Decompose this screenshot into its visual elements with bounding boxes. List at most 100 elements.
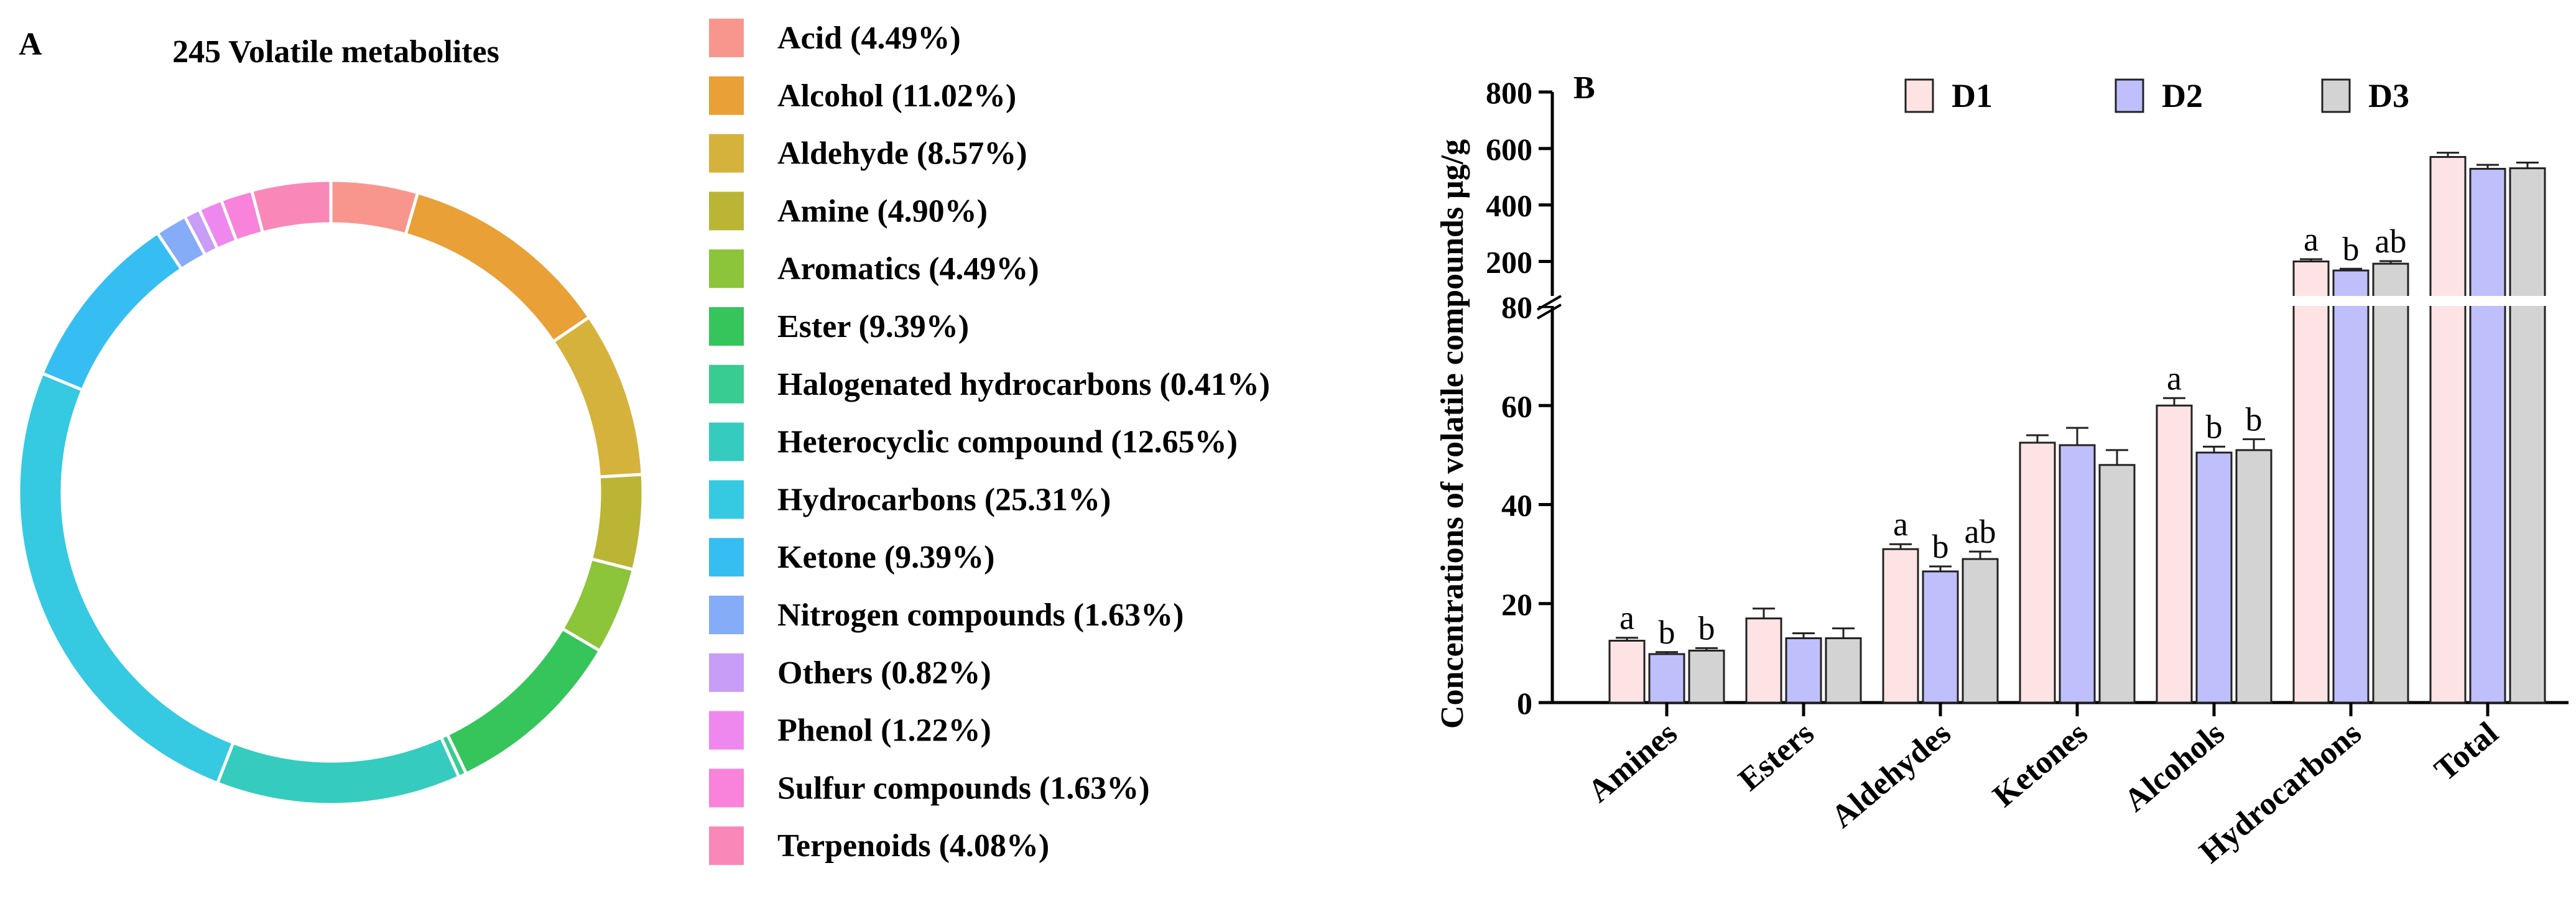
- legend-label: Hydrocarbons (25.31%): [777, 482, 1111, 517]
- x-tick-label: Esters: [1732, 716, 1821, 798]
- legend-swatch: [709, 249, 744, 289]
- legend-label: Ester (9.39%): [777, 309, 969, 344]
- bar: [2429, 155, 2467, 704]
- bar: [2509, 167, 2546, 704]
- legend-label: Nitrogen compounds (1.63%): [777, 598, 1184, 633]
- donut-slice: [249, 178, 333, 235]
- significance-letter: b: [1659, 614, 1675, 651]
- legend-swatch: [709, 307, 744, 346]
- legend-swatch: [709, 134, 744, 173]
- axis-break-band: [1534, 296, 2575, 306]
- panel-b: B Concentrations of volatile compounds μ…: [1435, 70, 2575, 870]
- bar: [1882, 548, 1919, 704]
- axis-break-mark: [1536, 295, 1562, 311]
- panel-a-label: A: [19, 27, 42, 62]
- legend-label: Phenol (1.22%): [777, 713, 991, 749]
- y-tick-label: 20: [1501, 587, 1532, 622]
- panel-b-label: B: [1573, 70, 1595, 106]
- legend-label: Halogenated hydrocarbons (0.41%): [777, 367, 1270, 402]
- x-tick-label: Aldehydes: [1825, 716, 1958, 835]
- significance-letter: ab: [2375, 223, 2407, 260]
- legend-swatch: [2115, 78, 2144, 113]
- donut-slice: [404, 190, 591, 344]
- bar: [2372, 262, 2409, 704]
- bar: [2098, 464, 2136, 704]
- bar: [2019, 441, 2056, 704]
- x-tick-label: Amines: [1582, 716, 1684, 810]
- x-tick-label: Alcohols: [2118, 716, 2231, 819]
- legend-swatch: [709, 653, 744, 692]
- legend-swatch: [709, 192, 744, 231]
- donut-legend: Acid (4.49%) Alcohol (11.02%) Aldehyde (8.…: [709, 19, 1270, 866]
- bar: [1608, 639, 1646, 704]
- significance-letter: a: [1893, 505, 1908, 543]
- x-tick-label: Ketones: [1986, 716, 2095, 815]
- significance-letter: b: [1932, 528, 1949, 565]
- legend-label: Alcohol (11.02%): [777, 78, 1016, 114]
- donut-slice: [329, 178, 420, 237]
- significance-letter: b: [2206, 408, 2223, 445]
- significance-letter: b: [2343, 230, 2360, 267]
- legend-label: Amine (4.90%): [777, 193, 988, 229]
- legend-swatch: [709, 480, 744, 519]
- legend-label: D3: [2368, 77, 2409, 114]
- legend-swatch: [709, 422, 744, 461]
- legend-label: Aldehyde (8.57%): [777, 136, 1027, 172]
- y-tick-label: 200: [1486, 245, 1532, 280]
- y-tick-label: 80: [1501, 290, 1532, 325]
- significance-letter: b: [1698, 609, 1715, 647]
- bar: [1922, 570, 1959, 704]
- bar: [1962, 558, 1999, 704]
- significance-letter: ab: [1965, 513, 1996, 550]
- donut-slice: [17, 371, 236, 785]
- legend-swatch: [709, 76, 744, 115]
- legend-swatch: [709, 364, 744, 404]
- donut-slice: [40, 231, 184, 392]
- y-tick-label: 40: [1501, 488, 1532, 523]
- bar: [1825, 637, 1862, 704]
- bar: [2195, 451, 2233, 704]
- legend-label: Others (0.82%): [777, 655, 991, 691]
- bar: [1648, 653, 1685, 704]
- significance-letter: a: [1619, 599, 1634, 637]
- donut-slice: [550, 315, 644, 479]
- axis-break-mark: [1536, 303, 1562, 320]
- y-tick-label: 60: [1501, 389, 1532, 423]
- legend-label: Aromatics (4.49%): [777, 251, 1039, 287]
- legend-swatch: [709, 711, 744, 750]
- legend-label: D1: [1952, 77, 1993, 114]
- donut-slice: [445, 626, 602, 776]
- legend-swatch: [1904, 78, 1934, 113]
- donut-slice: [215, 735, 461, 806]
- legend-label: Heterocyclic compound (12.65%): [777, 425, 1238, 460]
- bar: [2235, 449, 2273, 704]
- y-axis-label: Concentrations of volatile compounds μg/…: [1435, 139, 1470, 729]
- donut-chart: [17, 178, 645, 806]
- panel-a: A 245 Volatile metabolites Acid (4.49%)A…: [17, 19, 1270, 866]
- y-tick-label: 400: [1486, 188, 1532, 223]
- x-tick-label: Total: [2428, 716, 2505, 788]
- significance-letter: b: [2246, 400, 2263, 438]
- legend-swatch: [709, 826, 744, 866]
- y-tick-label: 0: [1517, 686, 1532, 721]
- legend-label: Sulfur compounds (1.63%): [777, 770, 1150, 806]
- legend-label: Acid (4.49%): [777, 21, 961, 56]
- legend-swatch: [709, 769, 744, 808]
- bar: [1688, 649, 1725, 704]
- bar: [2059, 444, 2096, 704]
- bar: [2332, 269, 2370, 704]
- bar: [2156, 404, 2193, 704]
- y-tick-label: 600: [1486, 132, 1532, 167]
- y-tick-label: 800: [1486, 75, 1532, 110]
- significance-letter: a: [2167, 359, 2182, 397]
- bar: [2469, 168, 2506, 704]
- legend-label: D2: [2162, 77, 2203, 114]
- legend-swatch: [709, 538, 744, 577]
- legend-swatch: [2321, 78, 2351, 113]
- legend-swatch: [709, 596, 744, 634]
- legend-label: Ketone (9.39%): [777, 540, 994, 575]
- bar: [1785, 637, 1822, 704]
